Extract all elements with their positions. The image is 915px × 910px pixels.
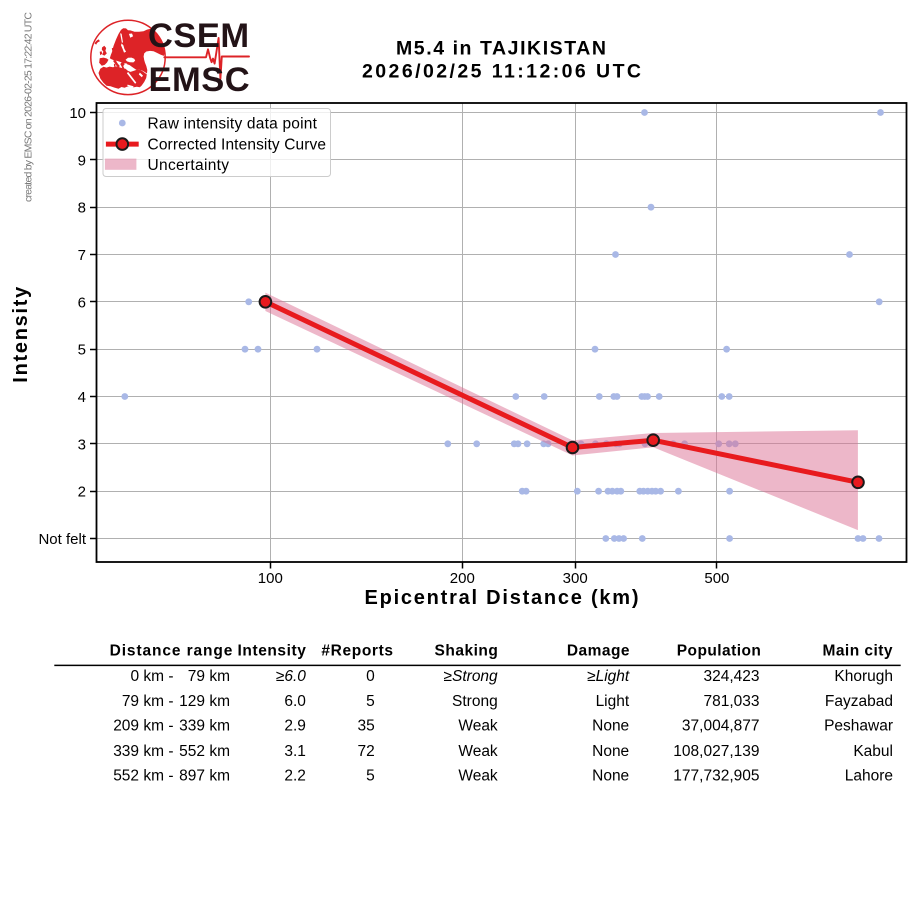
svg-text:Light: Light <box>596 693 630 710</box>
svg-text:108,027,139: 108,027,139 <box>673 743 759 760</box>
svg-text:None: None <box>592 743 629 760</box>
svg-text:35: 35 <box>358 718 375 735</box>
svg-text:0: 0 <box>366 668 375 685</box>
svg-text:None: None <box>592 767 629 784</box>
svg-text:552 km -: 552 km - <box>113 767 173 784</box>
svg-text:Strong: Strong <box>452 693 498 710</box>
svg-text:Lahore: Lahore <box>845 767 893 784</box>
svg-text:5: 5 <box>366 693 375 710</box>
svg-text:≥Strong: ≥Strong <box>444 668 499 685</box>
svg-text:552 km: 552 km <box>179 743 230 760</box>
svg-text:3.1: 3.1 <box>284 743 306 760</box>
svg-text:None: None <box>592 718 629 735</box>
svg-text:Raw intensity data point: Raw intensity data point <box>148 115 318 132</box>
svg-text:Fayzabad: Fayzabad <box>825 693 893 710</box>
svg-text:9: 9 <box>78 152 86 169</box>
svg-text:≥6.0: ≥6.0 <box>276 668 306 685</box>
svg-text:2.2: 2.2 <box>284 767 306 784</box>
svg-text:897 km: 897 km <box>179 767 230 784</box>
svg-text:Peshawar: Peshawar <box>824 718 893 735</box>
svg-text:339 km -: 339 km - <box>113 743 173 760</box>
svg-text:2: 2 <box>78 484 86 501</box>
svg-text:5: 5 <box>366 767 375 784</box>
svg-text:2.9: 2.9 <box>284 718 306 735</box>
svg-text:10: 10 <box>69 105 86 122</box>
svg-text:500: 500 <box>704 570 729 587</box>
svg-text:177,732,905: 177,732,905 <box>673 767 759 784</box>
svg-text:781,033: 781,033 <box>703 693 759 710</box>
svg-text:Epicentral Distance (km): Epicentral Distance (km) <box>365 587 639 609</box>
svg-text:EMSC: EMSC <box>149 61 251 99</box>
svg-text:Shaking: Shaking <box>435 642 498 659</box>
svg-text:7: 7 <box>78 247 86 264</box>
svg-text:Weak: Weak <box>458 767 498 784</box>
svg-text:Khorugh: Khorugh <box>834 668 893 685</box>
svg-text:2026/02/25 11:12:06 UTC: 2026/02/25 11:12:06 UTC <box>362 61 641 83</box>
svg-text:Distance range: Distance range <box>110 642 233 659</box>
svg-text:#Reports: #Reports <box>321 642 393 659</box>
svg-text:Uncertainty: Uncertainty <box>148 157 230 174</box>
svg-text:Intensity: Intensity <box>10 286 32 383</box>
svg-text:5: 5 <box>78 342 86 359</box>
svg-text:Kabul: Kabul <box>853 743 893 760</box>
svg-text:6: 6 <box>78 294 86 311</box>
svg-text:72: 72 <box>358 743 375 760</box>
svg-text:0 km -: 0 km - <box>130 668 173 685</box>
svg-text:209 km -: 209 km - <box>113 718 173 735</box>
svg-text:79 km: 79 km <box>188 668 230 685</box>
svg-text:79 km -: 79 km - <box>122 693 174 710</box>
svg-text:≥Light: ≥Light <box>587 668 630 685</box>
svg-text:300: 300 <box>563 570 588 587</box>
svg-text:Not felt: Not felt <box>38 531 86 548</box>
svg-text:created by EMSC on 2026-02-25: created by EMSC on 2026-02-25 17:22:42 U… <box>23 12 35 202</box>
svg-text:Weak: Weak <box>458 743 498 760</box>
svg-text:37,004,877: 37,004,877 <box>682 718 760 735</box>
svg-text:Population: Population <box>677 642 761 659</box>
svg-text:M5.4 in TAJIKISTAN: M5.4 in TAJIKISTAN <box>396 38 606 60</box>
svg-text:CSEM: CSEM <box>148 17 250 55</box>
svg-text:Damage: Damage <box>567 642 630 659</box>
svg-text:324,423: 324,423 <box>703 668 759 685</box>
svg-text:100: 100 <box>258 570 283 587</box>
svg-text:Corrected Intensity Curve: Corrected Intensity Curve <box>148 136 327 153</box>
svg-text:200: 200 <box>450 570 475 587</box>
svg-text:129 km: 129 km <box>179 693 230 710</box>
svg-text:3: 3 <box>78 436 86 453</box>
svg-text:339 km: 339 km <box>179 718 230 735</box>
svg-text:8: 8 <box>78 200 86 217</box>
svg-text:Weak: Weak <box>458 718 498 735</box>
svg-text:Intensity: Intensity <box>238 642 307 659</box>
svg-text:Main city: Main city <box>822 642 892 659</box>
svg-text:6.0: 6.0 <box>284 693 306 710</box>
svg-text:4: 4 <box>78 389 86 406</box>
